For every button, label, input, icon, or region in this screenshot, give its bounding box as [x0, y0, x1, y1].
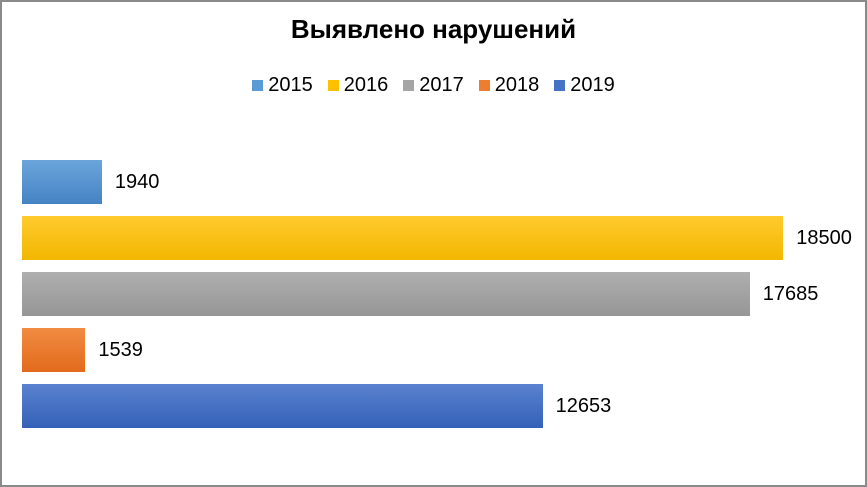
bar-value-label-2015: 1940 [114, 171, 160, 193]
legend-label: 2015 [268, 74, 313, 96]
bar-row-2016: 18500 [22, 216, 852, 260]
legend-label: 2018 [494, 74, 540, 96]
bar-value-label-2017: 17685 [762, 283, 819, 305]
legend-label: 2019 [570, 74, 615, 96]
legend-label: 2017 [419, 74, 464, 96]
bar-value-label-2018: 1539 [98, 339, 143, 361]
bar-2019 [22, 384, 543, 428]
legend-item-2015: 2015 [252, 75, 313, 95]
bar-value-label-2016: 18500 [796, 227, 852, 249]
bar-row-2015: 1940 [22, 160, 845, 204]
legend-item-2016: 2016 [327, 74, 389, 96]
legend-item-2018: 2018 [478, 74, 540, 96]
bar-row-2019: 12653 [22, 384, 845, 428]
legend-swatch-2017 [403, 79, 415, 91]
legend-swatch-2018 [478, 79, 490, 91]
legend-item-2017: 2017 [403, 75, 464, 95]
legend-swatch-2019 [554, 79, 566, 91]
bar-2015 [22, 160, 102, 204]
legend-swatch-2016 [327, 79, 339, 91]
bar-row-2017: 17685 [22, 272, 845, 316]
bar-2017 [22, 272, 750, 316]
chart-legend: 2015 2016 2017 2018 2019 [2, 75, 865, 95]
legend-item-2019: 2019 [554, 75, 615, 95]
bar-2018 [22, 328, 86, 372]
bar-value-label-2019: 12653 [555, 395, 612, 417]
chart-title: Выявлено нарушений [290, 14, 577, 44]
legend-label: 2016 [343, 74, 389, 96]
bar-2016 [22, 216, 784, 260]
plot-area: 1940 18500 17685 1539 12653 [22, 160, 852, 428]
bar-row-2018: 1539 [22, 328, 845, 372]
legend-swatch-2015 [252, 79, 264, 91]
